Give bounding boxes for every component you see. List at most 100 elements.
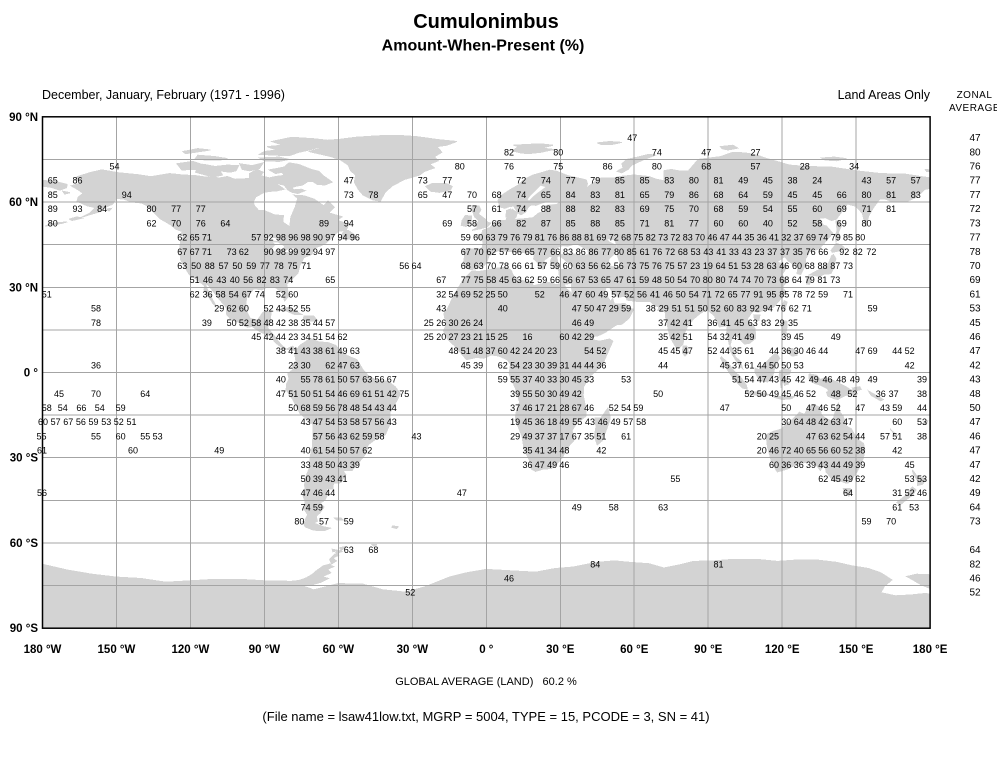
cell-value: 87 bbox=[541, 218, 551, 228]
cell-value: 49 bbox=[611, 417, 621, 427]
cell-value: 83 bbox=[737, 304, 747, 314]
cell-value: 59 bbox=[633, 403, 643, 413]
cell-value: 64 bbox=[843, 488, 853, 498]
cell-value: 49 bbox=[744, 332, 754, 342]
cell-value: 42 bbox=[670, 332, 680, 342]
cell-value: 68 bbox=[779, 275, 789, 285]
cell-value: 29 bbox=[214, 304, 224, 314]
cell-value: 73 bbox=[418, 176, 428, 186]
cell-value: 19 bbox=[510, 417, 520, 427]
zonal-average-value: 77 bbox=[969, 190, 981, 201]
cell-value: 65 bbox=[806, 446, 816, 456]
cell-value: 50 bbox=[301, 474, 311, 484]
cell-value: 81 bbox=[615, 190, 625, 200]
cell-value: 47 bbox=[337, 360, 347, 370]
cell-value: 52 bbox=[609, 403, 619, 413]
cell-value: 50 bbox=[337, 446, 347, 456]
cell-value: 45 bbox=[787, 190, 797, 200]
cell-value: 43 bbox=[818, 460, 828, 470]
cell-value: 64 bbox=[411, 261, 421, 271]
land-ireland bbox=[460, 214, 473, 228]
cell-value: 62 bbox=[337, 332, 347, 342]
cell-value: 70 bbox=[474, 247, 484, 257]
cell-value: 52 bbox=[535, 289, 545, 299]
cell-value: 63 bbox=[350, 346, 360, 356]
cell-value: 66 bbox=[512, 261, 522, 271]
cell-value: 46 bbox=[584, 403, 594, 413]
cell-value: 54 bbox=[109, 162, 119, 172]
x-tick-label: 30 °W bbox=[397, 644, 429, 656]
cell-value: 50 bbox=[301, 389, 311, 399]
land-kodiak bbox=[105, 207, 113, 212]
cell-value: 50 bbox=[337, 375, 347, 385]
land-chukotka-east bbox=[42, 179, 68, 191]
cell-value: 35 bbox=[732, 346, 742, 356]
cell-value: 53 bbox=[917, 474, 927, 484]
cell-value: 53 bbox=[153, 431, 163, 441]
cell-value: 50 bbox=[191, 261, 201, 271]
cell-value: 43 bbox=[880, 403, 890, 413]
cell-value: 46 bbox=[806, 346, 816, 356]
cell-value: 50 bbox=[498, 289, 508, 299]
cell-value: 89 bbox=[48, 204, 58, 214]
cell-value: 51 bbox=[42, 289, 52, 299]
cell-value: 28 bbox=[754, 261, 764, 271]
cell-value: 40 bbox=[498, 304, 508, 314]
cell-value: 44 bbox=[387, 403, 397, 413]
cell-value: 61 bbox=[744, 346, 754, 356]
cell-value: 80 bbox=[553, 147, 563, 157]
cell-value: 65 bbox=[418, 190, 428, 200]
land-cuba bbox=[276, 306, 304, 315]
cell-value: 96 bbox=[288, 233, 298, 243]
cell-value: 55 bbox=[787, 204, 797, 214]
cell-value: 57 bbox=[911, 176, 921, 186]
cell-value: 54 bbox=[744, 375, 754, 385]
zonal-average-value: 46 bbox=[969, 332, 981, 343]
land-lesser-sunda bbox=[772, 395, 796, 401]
cell-value: 55 bbox=[510, 375, 520, 385]
sea-lake-superior bbox=[265, 236, 278, 241]
cell-value: 23 bbox=[288, 332, 298, 342]
cell-value: 66 bbox=[492, 218, 502, 228]
cell-value: 79 bbox=[522, 233, 532, 243]
cell-value: 63 bbox=[512, 275, 522, 285]
cell-value: 68 bbox=[621, 233, 631, 243]
cell-value: 85 bbox=[779, 289, 789, 299]
cell-value: 62 bbox=[362, 446, 372, 456]
zonal-average-value: 47 bbox=[969, 346, 981, 357]
cell-value: 52 bbox=[473, 289, 483, 299]
cell-value: 51 bbox=[190, 275, 200, 285]
cell-value: 39 bbox=[917, 375, 927, 385]
cell-value: 93 bbox=[72, 204, 82, 214]
cell-value: 39 bbox=[313, 474, 323, 484]
cell-value: 23 bbox=[754, 247, 764, 257]
cell-value: 30 bbox=[559, 375, 569, 385]
cell-value: 67 bbox=[461, 247, 471, 257]
cell-value: 54 bbox=[325, 332, 335, 342]
cell-value: 50 bbox=[676, 289, 686, 299]
cell-value: 53 bbox=[917, 417, 927, 427]
cell-value: 49 bbox=[843, 474, 853, 484]
cell-value: 81 bbox=[817, 275, 827, 285]
cell-value: 36 bbox=[757, 233, 767, 243]
cell-value: 50 bbox=[757, 389, 767, 399]
cell-value: 71 bbox=[861, 204, 871, 214]
y-axis-labels: 90 °N 60 °N 30 °N 0 ° 30 °S 60 °S 90 °S bbox=[9, 112, 38, 635]
sea-caspian-sea bbox=[607, 239, 621, 268]
land-south-orkney bbox=[370, 543, 378, 547]
cell-value: 94 bbox=[313, 247, 323, 257]
cell-value: 36 bbox=[203, 289, 213, 299]
cell-value: 58 bbox=[812, 218, 822, 228]
cell-value: 85 bbox=[615, 218, 625, 228]
cell-value: 88 bbox=[205, 261, 215, 271]
cell-value: 80 bbox=[861, 218, 871, 228]
cell-value: 77 bbox=[260, 261, 270, 271]
land-south-shetland bbox=[331, 548, 339, 553]
cell-value: 62 bbox=[325, 360, 335, 370]
cell-value: 33 bbox=[301, 460, 311, 470]
cell-value: 42 bbox=[795, 375, 805, 385]
cell-value: 17 bbox=[535, 403, 545, 413]
cell-value: 76 bbox=[504, 162, 514, 172]
cell-value: 45 bbox=[251, 332, 261, 342]
cell-value: 69 bbox=[640, 204, 650, 214]
